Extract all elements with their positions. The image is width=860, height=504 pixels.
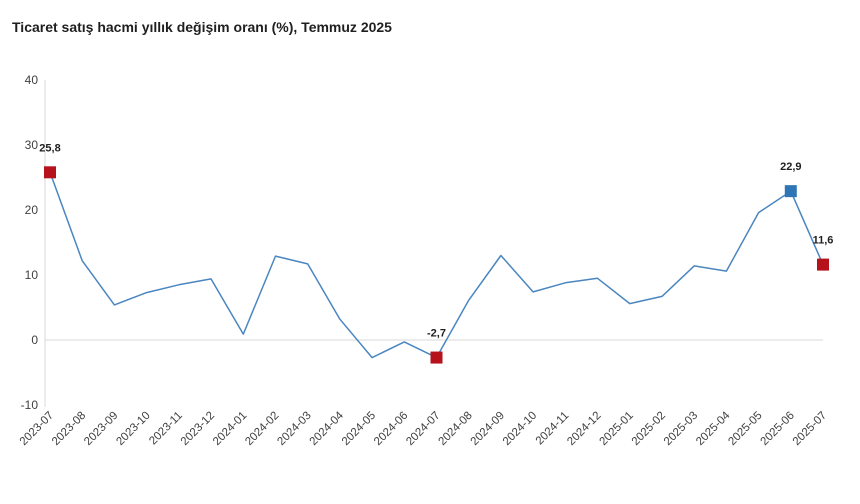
y-tick-label: -10 [21,398,39,412]
highlight-marker [44,166,56,179]
x-tick-label: 2023-07 [18,410,56,448]
x-tick-label: 2023-10 [114,410,152,448]
x-tick-label: 2024-08 [436,410,474,448]
x-tick-label: 2024-12 [565,410,603,448]
axes [44,80,823,407]
x-tick-label: 2024-09 [469,410,507,448]
x-tick-label: 2025-03 [662,410,700,448]
x-tick-label: 2023-08 [50,410,88,448]
x-tick-label: 2024-01 [211,410,249,448]
x-tick-label: 2023-11 [147,410,185,448]
y-tick-label: 20 [25,203,39,217]
data-label: 25,8 [39,142,60,154]
x-tick-label: 2025-02 [630,410,668,448]
highlight-marker [430,351,443,364]
x-tick-label: 2024-10 [501,410,539,448]
x-axis-ticks: 2023-072023-082023-092023-102023-112023-… [18,409,829,448]
x-tick-label: 2025-06 [759,410,797,448]
y-tick-label: 40 [25,73,39,87]
y-axis-ticks: -10 0 10 20 30 40 [21,73,39,412]
chart-title: Ticaret satış hacmi yıllık değişim oranı… [12,19,392,35]
x-tick-label: 2025-05 [726,410,764,448]
x-tick-label: 2024-07 [404,410,442,448]
data-label: 22,9 [780,161,801,173]
x-tick-label: 2024-02 [243,410,281,448]
data-labels: 25,8 -2,7 22,9 11,6 [39,142,833,339]
x-tick-label: 2025-01 [598,410,636,448]
x-tick-label: 2024-11 [534,410,572,448]
x-tick-label: 2023-09 [82,410,120,448]
y-tick-label: 0 [31,333,38,347]
y-tick-label: 30 [25,138,39,152]
x-tick-label: 2025-04 [694,409,733,448]
x-tick-label: 2023-12 [179,410,217,448]
y-tick-label: 10 [25,268,39,282]
x-tick-label: 2025-07 [791,410,829,448]
x-tick-label: 2024-03 [275,410,313,448]
data-label: -2,7 [427,328,446,340]
x-tick-label: 2024-05 [340,410,378,448]
x-tick-label: 2024-06 [372,410,410,448]
highlight-marker [817,258,829,271]
markers [44,166,829,364]
highlight-marker [784,185,797,198]
data-label: 11,6 [813,235,834,247]
x-tick-label: 2024-04 [308,409,347,448]
